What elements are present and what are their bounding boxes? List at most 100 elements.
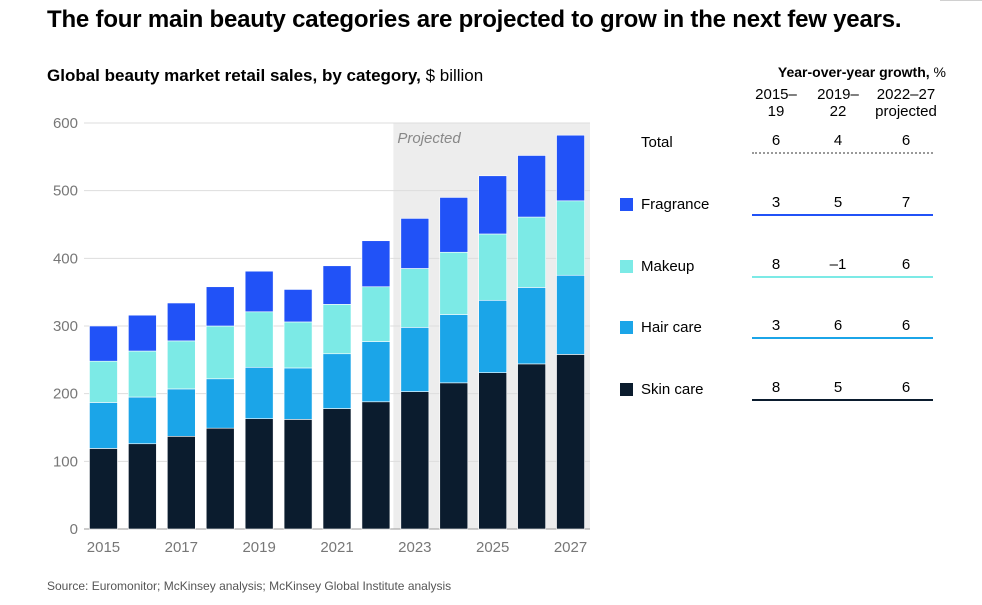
growth-value: 5	[833, 379, 843, 396]
growth-value: 3	[771, 194, 781, 211]
legend-swatch	[620, 382, 633, 396]
chart-title: Global beauty market retail sales, by ca…	[47, 66, 483, 86]
source-note: Source: Euromonitor; McKinsey analysis; …	[47, 579, 452, 593]
bar-segment	[361, 286, 391, 342]
legend-item: Hair care	[620, 316, 702, 338]
growth-column-headers: 2015– 19 2019– 22 2022–27 projected	[736, 86, 946, 122]
growth-table-header: Year-over-year growth, % 2015– 19 2019– 22…	[736, 64, 946, 122]
growth-row: 3 5 7	[752, 192, 933, 216]
bar-segment	[556, 134, 585, 202]
bar-segment	[439, 314, 469, 384]
bar-segment	[167, 302, 196, 342]
x-tick-label: 2021	[320, 539, 353, 556]
legend-item: Fragrance	[620, 193, 709, 215]
legend-swatch	[620, 320, 633, 334]
growth-value: 8	[771, 256, 781, 273]
y-tick-label: 600	[53, 115, 78, 132]
bar-segment	[128, 350, 157, 398]
bar-segment	[89, 325, 118, 362]
bar-segment	[361, 240, 391, 288]
bar-segment	[244, 418, 274, 530]
growth-value: 3	[771, 317, 781, 334]
growth-value: 6	[901, 317, 911, 334]
bar-segment	[517, 155, 546, 218]
bar-segment	[478, 233, 507, 301]
growth-col-header: 2022–27 projected	[866, 86, 946, 120]
growth-value: 4	[833, 132, 843, 149]
growth-row: 6 4 6	[752, 130, 933, 154]
bar-segment	[89, 448, 118, 530]
bar-segment	[205, 286, 235, 327]
bar-segment	[517, 287, 546, 365]
bar-segment	[400, 218, 430, 269]
bar-segment	[283, 321, 313, 369]
growth-col-header-line1: 2022–27	[876, 86, 936, 103]
bar-segment	[89, 402, 118, 449]
legend-swatch	[620, 259, 633, 273]
growth-row: 8 5 6	[752, 377, 933, 401]
y-tick-label: 400	[53, 250, 78, 267]
legend-swatch	[620, 197, 633, 211]
growth-col-header-line2: 19	[767, 103, 785, 120]
bar-segment	[361, 341, 391, 403]
bar-segment	[205, 427, 235, 530]
bar-segment	[322, 408, 352, 530]
growth-value: 6	[901, 256, 911, 273]
projected-label: Projected	[397, 130, 461, 147]
growth-col-header: 2019– 22	[798, 86, 878, 120]
bar-segment	[517, 216, 546, 288]
legend-item: Skin care	[620, 378, 704, 400]
bar-segment	[167, 340, 196, 390]
growth-table-title: Year-over-year growth, %	[736, 64, 946, 80]
y-tick-label: 500	[53, 183, 78, 200]
bar-segment	[128, 314, 157, 352]
bar-segment	[322, 265, 352, 305]
x-tick-label: 2023	[398, 539, 431, 556]
legend-label: Fragrance	[641, 195, 710, 213]
bar-segment	[283, 289, 313, 323]
legend-label: Hair care	[641, 318, 702, 336]
growth-value: –1	[829, 256, 847, 273]
growth-row-underline	[752, 276, 933, 278]
bar-segment	[556, 274, 585, 355]
y-tick-label: 100	[53, 453, 78, 470]
x-tick-label: 2025	[476, 539, 509, 556]
bar-segment	[517, 363, 546, 530]
legend-label: Total	[641, 133, 673, 151]
bar-segment	[205, 325, 235, 380]
bar-segment	[478, 175, 507, 235]
bar-segment	[244, 311, 274, 368]
growth-row-underline	[752, 399, 933, 401]
bar-segment	[244, 270, 274, 313]
growth-col-header-line1: 2015–	[755, 86, 797, 103]
growth-title-unit: %	[929, 64, 946, 80]
x-tick-label: 2017	[165, 539, 198, 556]
growth-value: 6	[901, 132, 911, 149]
chart-title-unit: $ billion	[420, 66, 484, 85]
bar-segment	[89, 360, 118, 403]
growth-col-header: 2015– 19	[736, 86, 816, 120]
y-tick-label: 300	[53, 318, 78, 335]
bar-segment	[283, 419, 313, 530]
growth-row: 8 –1 6	[752, 254, 933, 278]
legend-item: Makeup	[620, 255, 694, 277]
growth-value: 6	[901, 379, 911, 396]
bar-segment	[556, 200, 585, 276]
bar-segment	[205, 378, 235, 429]
growth-col-header-line2: projected	[875, 103, 937, 120]
x-tick-label: 2015	[87, 539, 120, 556]
bar-segment	[556, 354, 585, 530]
bar-segment	[167, 435, 196, 530]
legend-label: Skin care	[641, 380, 704, 398]
bar-segment	[439, 197, 469, 253]
growth-col-header-line2: 22	[829, 103, 847, 120]
growth-row-underline	[752, 214, 933, 216]
x-tick-label: 2019	[242, 539, 275, 556]
bar-segment	[322, 353, 352, 409]
growth-value: 6	[833, 317, 843, 334]
growth-value: 5	[833, 194, 843, 211]
legend-item: Total	[620, 131, 673, 153]
bar-segment	[400, 268, 430, 328]
growth-col-header-line1: 2019–	[817, 86, 859, 103]
